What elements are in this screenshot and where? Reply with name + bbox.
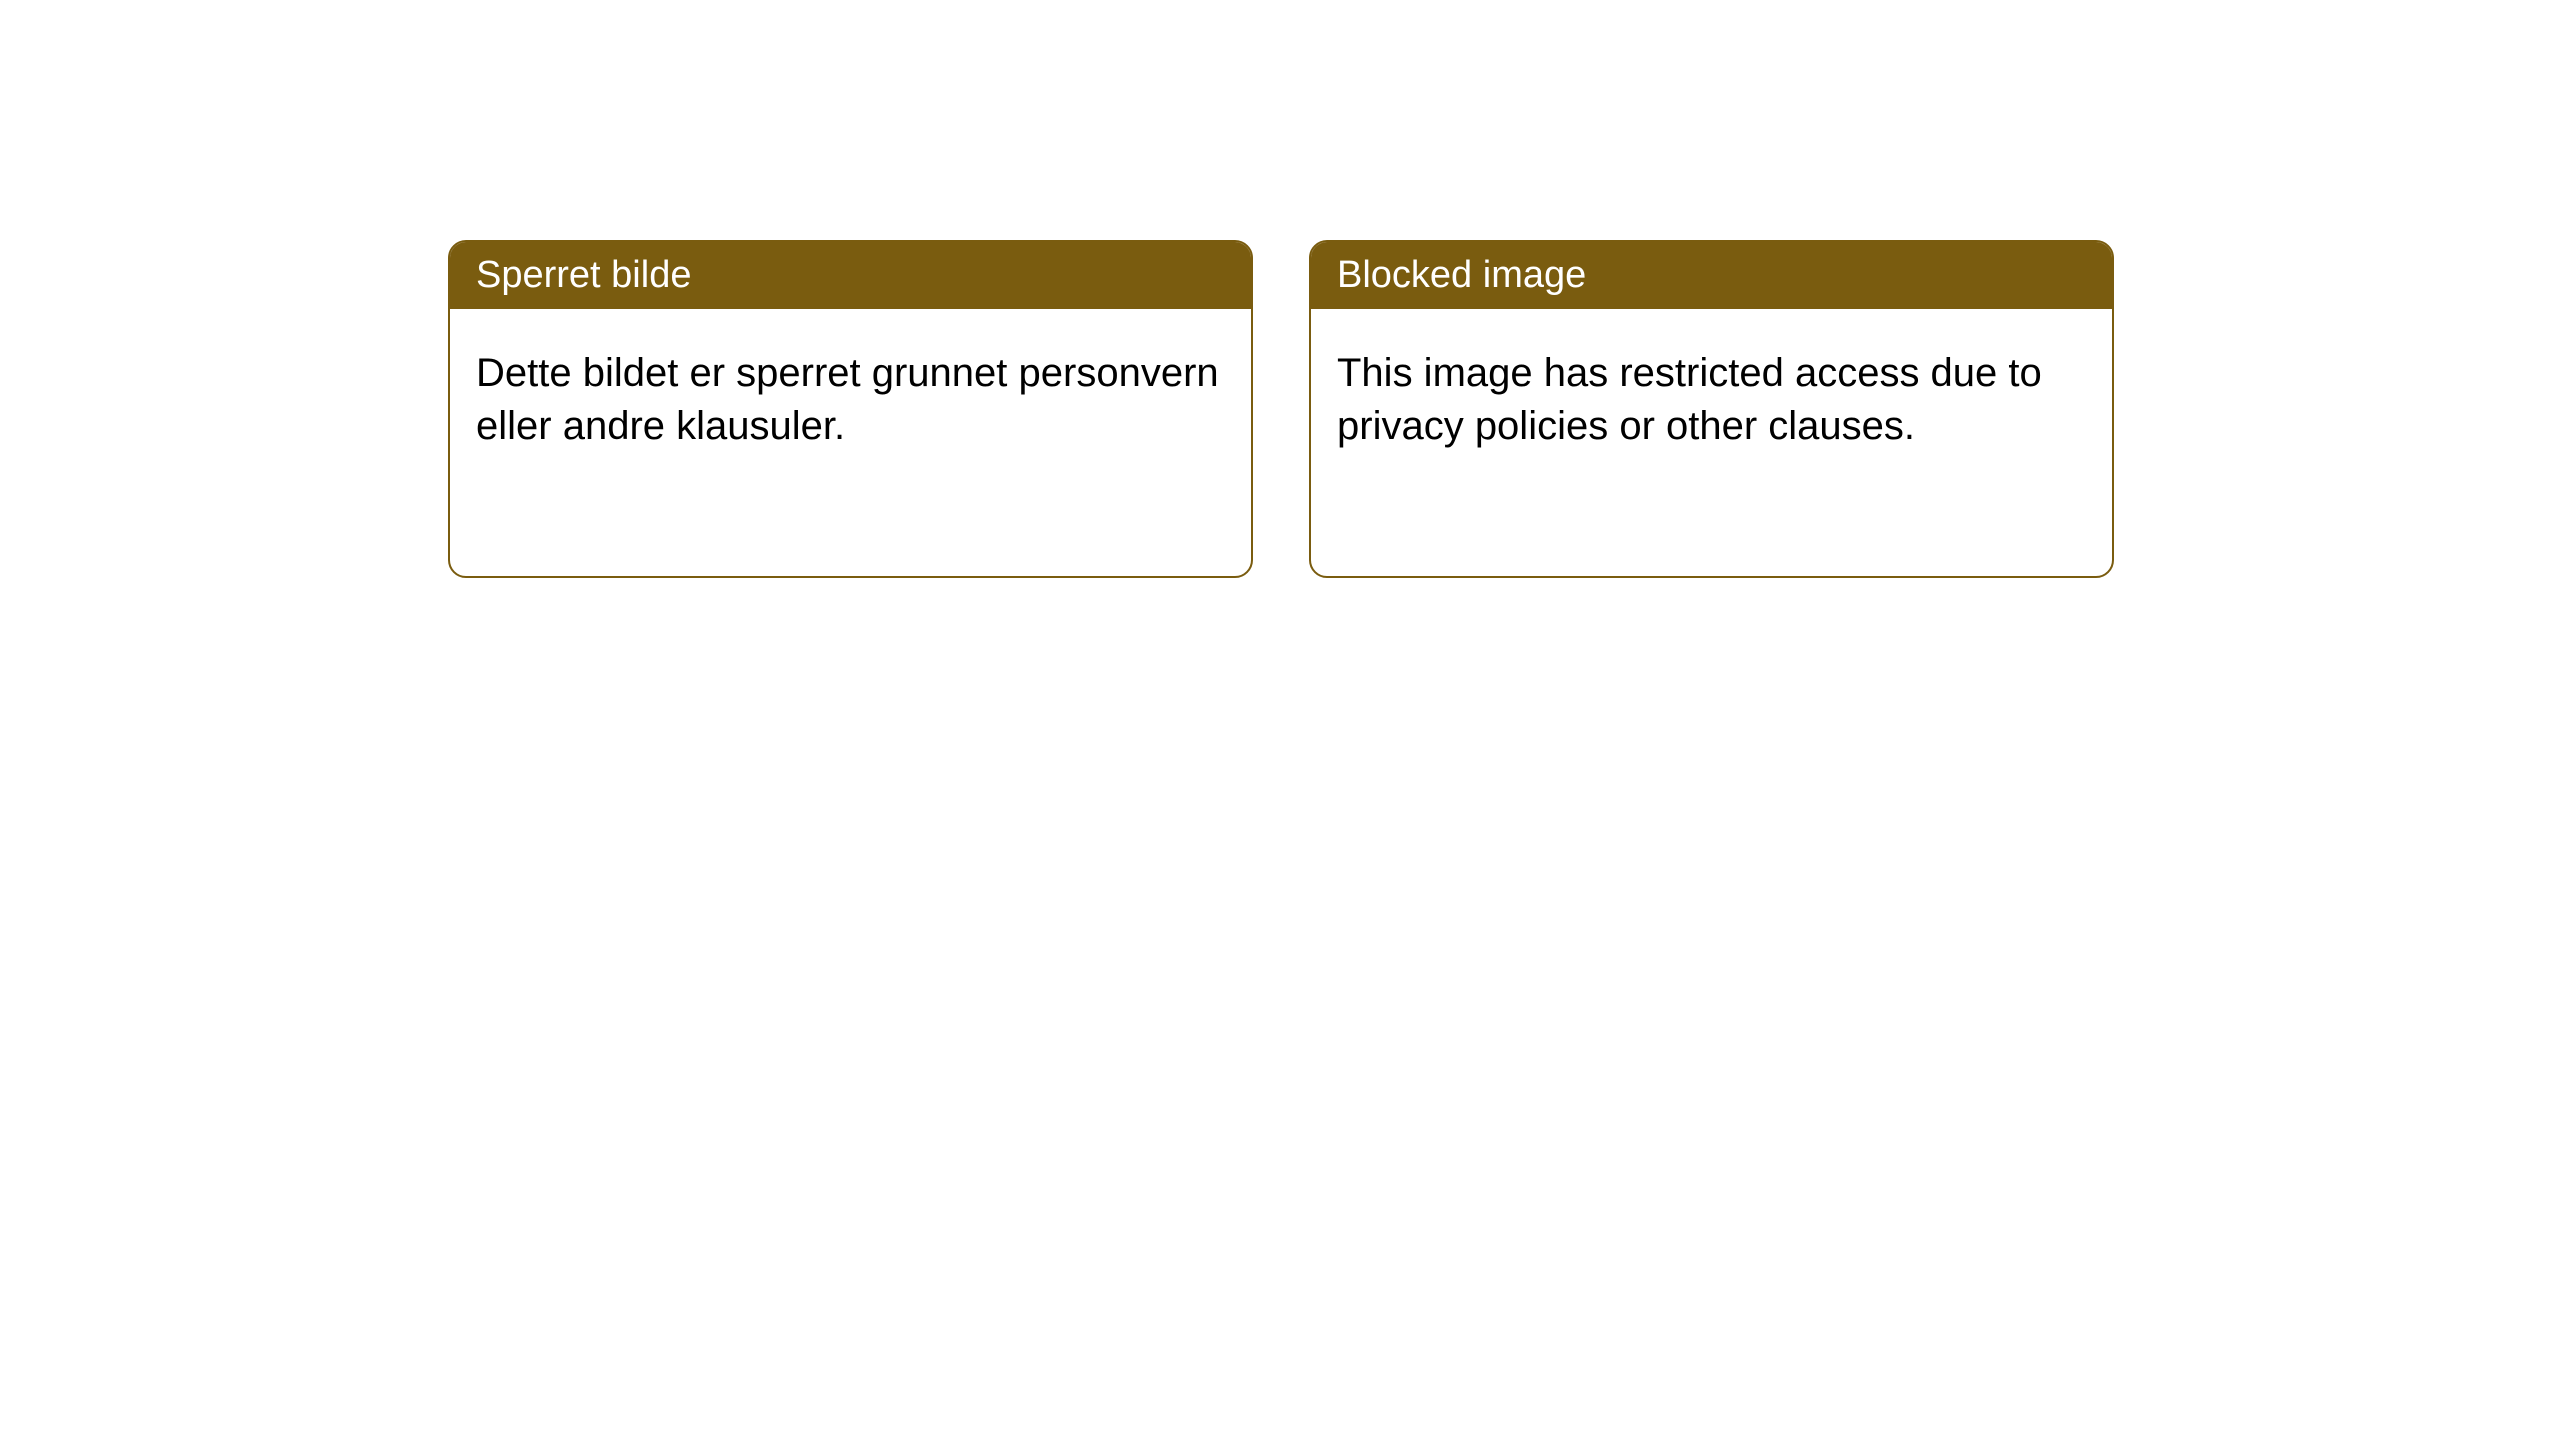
card-header-no: Sperret bilde <box>450 242 1251 309</box>
card-body-text-no: Dette bildet er sperret grunnet personve… <box>476 351 1219 448</box>
card-header-en: Blocked image <box>1311 242 2112 309</box>
card-body-text-en: This image has restricted access due to … <box>1337 351 2042 448</box>
card-body-en: This image has restricted access due to … <box>1311 309 2112 491</box>
card-title-no: Sperret bilde <box>476 254 691 296</box>
blocked-image-card-no: Sperret bilde Dette bildet er sperret gr… <box>448 240 1253 578</box>
cards-container: Sperret bilde Dette bildet er sperret gr… <box>0 0 2560 578</box>
card-title-en: Blocked image <box>1337 254 1586 296</box>
blocked-image-card-en: Blocked image This image has restricted … <box>1309 240 2114 578</box>
card-body-no: Dette bildet er sperret grunnet personve… <box>450 309 1251 491</box>
